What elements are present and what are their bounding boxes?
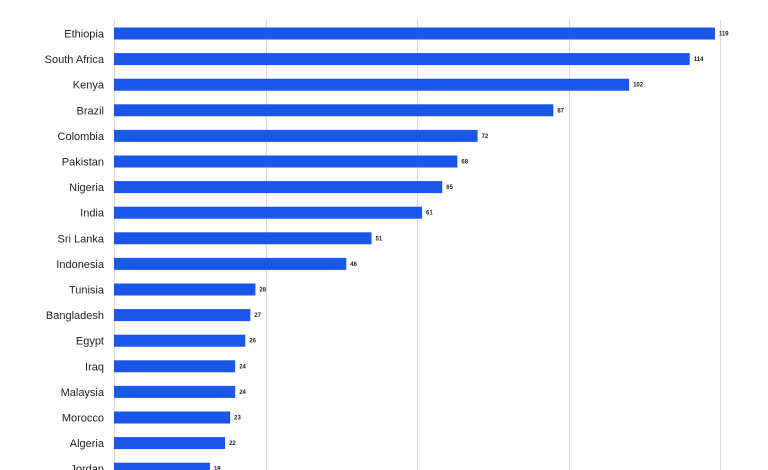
category-labels: Ethiopia South Africa Kenya Brazil Colombia P… xyxy=(45,29,105,470)
value-labels: 119 114 102 87 72 68 65 61 51 46 28 27 26 24 24 23 22 19 xyxy=(214,32,729,470)
value-label: 68 xyxy=(461,160,468,166)
bar xyxy=(114,360,236,373)
value-label: 19 xyxy=(214,467,221,470)
category-label: Egypt xyxy=(76,336,104,348)
bar xyxy=(114,206,423,219)
category-label: Morocco xyxy=(62,413,104,425)
category-label: Pakistan xyxy=(62,157,104,169)
value-label: 27 xyxy=(254,313,261,319)
bar xyxy=(114,411,231,424)
category-label: Iraq xyxy=(85,361,104,373)
bar xyxy=(114,181,443,194)
bar xyxy=(114,309,251,322)
bar xyxy=(114,385,236,398)
category-label: South Africa xyxy=(45,54,105,66)
category-label: Bangladesh xyxy=(46,310,104,322)
bar xyxy=(114,437,226,450)
value-label: 28 xyxy=(259,288,266,294)
value-label: 22 xyxy=(229,441,236,447)
bars xyxy=(114,27,715,470)
bar xyxy=(114,78,630,91)
category-label: Indonesia xyxy=(56,259,105,271)
value-label: 72 xyxy=(482,134,489,140)
bar xyxy=(114,232,372,245)
bar xyxy=(114,462,210,470)
value-label: 51 xyxy=(376,236,383,242)
category-label: Malaysia xyxy=(61,387,105,399)
category-label: Nigeria xyxy=(69,182,105,194)
category-label: Tunisia xyxy=(69,285,105,297)
value-label: 61 xyxy=(426,211,433,217)
category-label: Ethiopia xyxy=(64,29,105,41)
bar xyxy=(114,104,554,117)
category-label: Sri Lanka xyxy=(58,233,105,245)
value-label: 26 xyxy=(249,339,256,345)
category-label: Jordan xyxy=(70,464,104,470)
bar xyxy=(114,283,256,296)
value-label: 102 xyxy=(633,83,644,89)
bar xyxy=(114,257,347,270)
value-label: 46 xyxy=(350,262,357,268)
value-label: 23 xyxy=(234,416,241,422)
bar xyxy=(114,334,246,347)
bar xyxy=(114,129,478,142)
value-label: 65 xyxy=(446,185,453,191)
value-label: 24 xyxy=(239,390,246,396)
category-label: Kenya xyxy=(73,80,105,92)
bar xyxy=(114,155,458,168)
value-label: 87 xyxy=(557,108,564,114)
category-label: Algeria xyxy=(70,438,105,450)
category-label: Colombia xyxy=(58,131,105,143)
value-label: 119 xyxy=(719,32,729,38)
value-label: 114 xyxy=(694,57,704,63)
value-label: 24 xyxy=(239,364,246,370)
bar xyxy=(114,53,690,66)
category-label: Brazil xyxy=(76,105,104,117)
category-label: India xyxy=(80,208,105,220)
bar xyxy=(114,27,715,40)
